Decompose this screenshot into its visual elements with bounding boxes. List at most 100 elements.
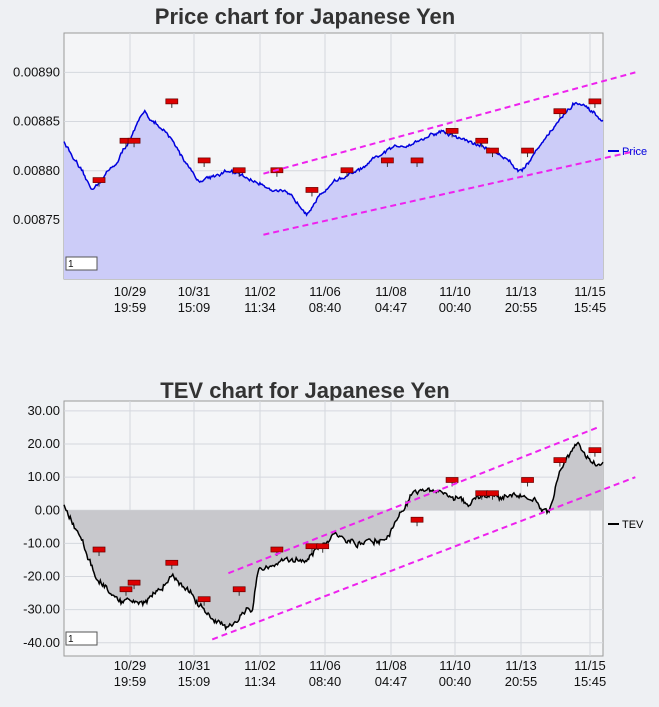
tev-y-ticks: 30.00 20.00 10.00 0.00 -10.00 -20.00 -30.00 -40… — [23, 403, 60, 650]
x-tick-date: 10/29 — [114, 284, 147, 299]
x-tick-date: 11/08 — [375, 284, 407, 299]
chart-marker — [92, 177, 106, 187]
tev-scale-box[interactable]: 1 — [65, 631, 98, 646]
chart-marker — [197, 596, 211, 606]
y-tick-label: 0.00875 — [13, 212, 60, 227]
y-tick-label: 20.00 — [27, 436, 60, 451]
chart-marker — [381, 157, 394, 167]
x-tick-date: 11/10 — [439, 284, 471, 299]
x-tick-time: 11:34 — [244, 300, 276, 315]
x-tick-date: 11/13 — [505, 284, 537, 299]
y-tick-label: 0.00890 — [13, 64, 60, 79]
x-tick-time: 08:40 — [309, 300, 342, 315]
chart-marker — [340, 167, 354, 177]
chart-marker — [486, 490, 499, 500]
x-tick-date: 11/06 — [309, 284, 341, 299]
tev-scale-input[interactable] — [65, 631, 98, 646]
x-tick-time: 19:59 — [114, 300, 147, 315]
chart-marker — [445, 128, 459, 138]
tev-chart-title: TEV chart for Japanese Yen — [160, 378, 449, 403]
tev-markers — [92, 447, 602, 606]
x-tick-date: 11/02 — [244, 284, 276, 299]
chart-marker — [127, 579, 141, 590]
chart-marker — [165, 98, 179, 108]
chart-marker — [553, 108, 567, 118]
x-tick-time: 15:09 — [178, 300, 211, 315]
chart-marker — [232, 167, 246, 177]
price-legend-label: Price — [622, 146, 647, 158]
tev-series-line — [63, 441, 604, 631]
y-tick-label: -20.00 — [23, 569, 60, 584]
x-tick-date: 11/15 — [574, 658, 606, 673]
price-scale-box[interactable]: 1 — [65, 256, 98, 271]
x-tick-date: 11/08 — [375, 658, 407, 673]
x-tick-time: 15:45 — [574, 300, 607, 315]
chart-marker — [197, 157, 211, 167]
y-tick-label: -30.00 — [23, 602, 60, 617]
chart-marker — [410, 516, 424, 527]
x-tick-time: 20:55 — [505, 300, 538, 315]
price-legend: Price — [608, 146, 647, 158]
chart-marker — [588, 447, 602, 457]
x-tick-time: 20:55 — [505, 674, 538, 689]
y-tick-label: 0.00880 — [13, 163, 60, 178]
chart-marker — [553, 457, 567, 467]
trend-line — [263, 150, 636, 236]
chart-marker — [410, 157, 424, 167]
tev-chart: TEV chart for Japanese Yen 30.0020.0010.… — [23, 378, 644, 689]
price-y-ticks: 0.00890 0.00885 0.00880 0.00875 — [13, 64, 60, 227]
chart-marker — [475, 137, 489, 148]
y-tick-label: -40.00 — [23, 635, 60, 650]
price-scale-value: 1 — [68, 259, 74, 270]
x-tick-date: 11/15 — [574, 284, 606, 299]
chart-marker — [232, 586, 246, 596]
x-tick-date: 11/10 — [439, 658, 471, 673]
tev-legend-label: TEV — [622, 519, 644, 531]
x-tick-time: 04:47 — [375, 674, 408, 689]
x-tick-date: 10/31 — [178, 658, 211, 673]
tev-legend: TEV — [608, 519, 644, 531]
price-series-line — [63, 101, 604, 217]
price-trend-lines — [263, 71, 636, 236]
x-tick-date: 10/31 — [178, 284, 211, 299]
x-tick-date: 11/13 — [505, 658, 537, 673]
x-tick-time: 11:34 — [244, 674, 276, 689]
x-tick-date: 10/29 — [114, 658, 147, 673]
chart-marker — [119, 586, 133, 596]
x-tick-time: 08:40 — [309, 674, 342, 689]
chart-marker — [165, 559, 179, 570]
chart-marker — [486, 147, 499, 158]
trend-line — [263, 71, 636, 175]
chart-marker — [588, 98, 602, 108]
y-tick-label: 0.00885 — [13, 114, 60, 129]
chart-marker — [521, 147, 534, 158]
x-tick-time: 00:40 — [439, 674, 472, 689]
x-tick-date: 11/06 — [309, 658, 341, 673]
tev-scale-value: 1 — [68, 634, 74, 645]
trend-line — [211, 476, 636, 641]
tev-trend-lines — [211, 426, 636, 641]
x-tick-date: 11/02 — [244, 658, 276, 673]
y-tick-label: 30.00 — [27, 403, 60, 418]
y-tick-label: -10.00 — [23, 535, 60, 550]
chart-marker — [92, 546, 106, 557]
chart-marker — [305, 187, 319, 197]
x-tick-time: 15:45 — [574, 674, 607, 689]
x-tick-time: 15:09 — [178, 674, 211, 689]
price-scale-input[interactable] — [65, 256, 98, 271]
price-markers — [92, 98, 602, 197]
price-chart-title: Price chart for Japanese Yen — [155, 4, 455, 29]
chart-marker — [316, 543, 330, 553]
x-tick-time: 00:40 — [439, 300, 472, 315]
y-tick-label: 10.00 — [27, 469, 60, 484]
x-tick-time: 04:47 — [375, 300, 408, 315]
tev-area-fill — [64, 442, 603, 629]
y-tick-label: 0.00 — [35, 502, 60, 517]
x-tick-time: 19:59 — [114, 674, 147, 689]
trend-line — [228, 426, 598, 575]
price-chart: Price chart for Japanese Yen 0.008900.00… — [13, 4, 647, 315]
chart-marker — [521, 477, 534, 487]
